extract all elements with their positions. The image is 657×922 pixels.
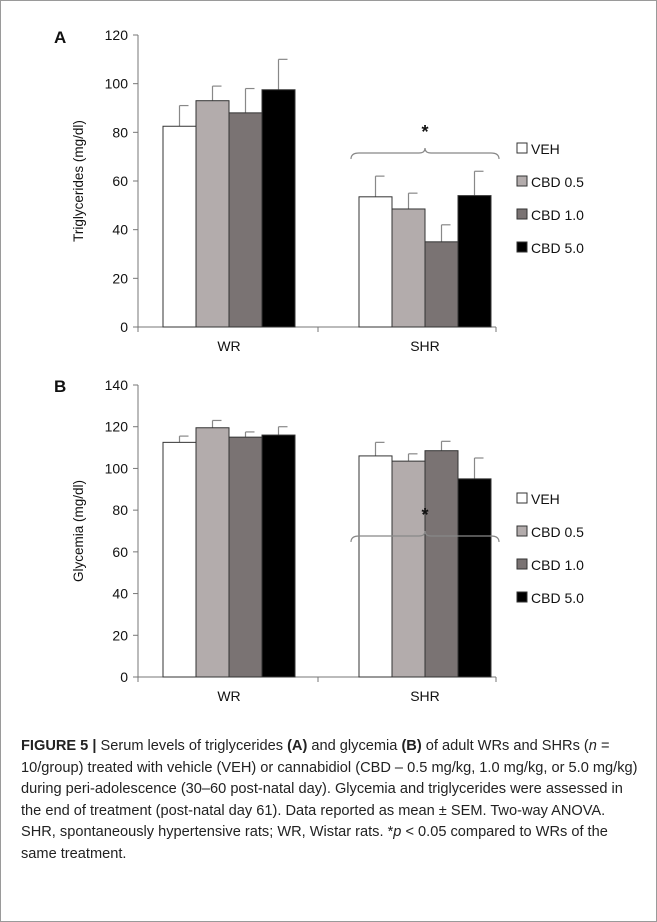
- caption-text-4: = 10/group) treated with vehicle (VEH) o…: [21, 738, 638, 840]
- panel-a-y-tick-label: 40: [112, 222, 128, 238]
- panel-b-ylabel: Glycemia (mg/dl): [71, 480, 86, 582]
- panel-b-legend-label: CBD 1.0: [531, 557, 584, 573]
- panel-b-bar: [424, 450, 459, 678]
- panel-b-y-tick-label: 100: [105, 460, 129, 476]
- panel-b-bar: [162, 441, 197, 678]
- panel-a-legend-swatch: [516, 208, 528, 220]
- panel-b-bar: [261, 434, 296, 678]
- panel-b-y-tick-label: 20: [112, 627, 128, 643]
- panel-b-legend-swatch: [516, 558, 528, 570]
- panel-b-bar: [391, 460, 426, 678]
- panel-b-y-tick-label: 140: [105, 377, 129, 393]
- panel-a-legend-label: CBD 5.0: [531, 240, 584, 256]
- panel-b-bar: [358, 455, 393, 678]
- panel-a-bar: [162, 125, 197, 328]
- panel-a-legend-label: CBD 0.5: [531, 174, 584, 190]
- panel-b-bar: [195, 427, 230, 678]
- panel-a-bar: [391, 208, 426, 328]
- panel-a-legend-swatch: [516, 175, 528, 187]
- panel-a-bar: [424, 241, 459, 328]
- panel-b-bar: [457, 478, 492, 678]
- panel-a-significance-marker: *: [421, 122, 428, 142]
- panel-b-y-tick-label: 80: [112, 502, 128, 518]
- panel-b-y-tick-label: 120: [105, 419, 129, 435]
- panel-b-category-label: SHR: [410, 688, 440, 704]
- caption-panel-b: (B): [401, 738, 422, 754]
- panel-a-category-label: WR: [217, 338, 240, 354]
- panel-b-bar: [228, 436, 263, 678]
- figure-caption: FIGURE 5 | Serum levels of triglycerides…: [21, 736, 643, 865]
- panel-a-y-tick-label: 20: [112, 270, 128, 286]
- panel-a-legend-label: CBD 1.0: [531, 207, 584, 223]
- figure-charts: A Triglycerides (mg/dl) 0 20 40 60 80 100 120 WR S…: [54, 27, 584, 704]
- panel-b-significance-brace: [350, 530, 500, 543]
- panel-a-bar: [261, 89, 296, 328]
- panel-b-significance-marker: *: [421, 505, 428, 525]
- panel-a-bar: [195, 100, 230, 328]
- caption-panel-a: (A): [287, 738, 308, 754]
- panel-b-category-label: WR: [217, 688, 240, 704]
- panel-b-legend-label: CBD 5.0: [531, 590, 584, 606]
- caption-text-3: of adult WRs and SHRs (: [421, 738, 589, 754]
- caption-text-1: Serum levels of triglycerides: [96, 738, 288, 754]
- panel-a-bar: [228, 112, 263, 328]
- panel-a-y-tick-label: 60: [112, 173, 128, 189]
- panel-a-legend-swatch: [516, 241, 528, 253]
- panel-a-bar: [358, 196, 393, 328]
- caption-n: n: [588, 738, 597, 754]
- panel-a-category-label: SHR: [410, 338, 440, 354]
- panel-a-legend-label: VEH: [531, 141, 560, 157]
- panel-b-y-tick-label: 0: [120, 669, 128, 685]
- panel-a-ylabel: Triglycerides (mg/dl): [71, 120, 86, 242]
- panel-a-y-tick-label: 0: [120, 319, 128, 335]
- panel-a-y-tick-label: 100: [105, 76, 129, 92]
- caption-label: FIGURE 5 |: [21, 738, 97, 754]
- panel-a-legend-swatch: [516, 142, 528, 154]
- panel-b-y-tick-label: 60: [112, 544, 128, 560]
- panel-a-y-tick-label: 120: [105, 27, 129, 43]
- panel-b-legend-swatch: [516, 492, 528, 504]
- caption-text-5: < 0.05 compared to WRs of the same treat…: [21, 824, 608, 862]
- panel-b-legend-swatch: [516, 525, 528, 537]
- caption-text-2: and glycemia: [307, 738, 402, 754]
- panel-a-significance-brace: [350, 147, 500, 160]
- panel-b-legend-label: CBD 0.5: [531, 524, 584, 540]
- panel-b-label: B: [54, 377, 66, 396]
- panel-a-bar: [457, 195, 492, 328]
- panel-b-legend-swatch: [516, 591, 528, 603]
- caption-p: p: [393, 824, 402, 840]
- panel-a-y-tick-label: 80: [112, 124, 128, 140]
- panel-b-legend-label: VEH: [531, 491, 560, 507]
- panel-b-y-tick-label: 40: [112, 586, 128, 602]
- panel-a-label: A: [54, 28, 66, 47]
